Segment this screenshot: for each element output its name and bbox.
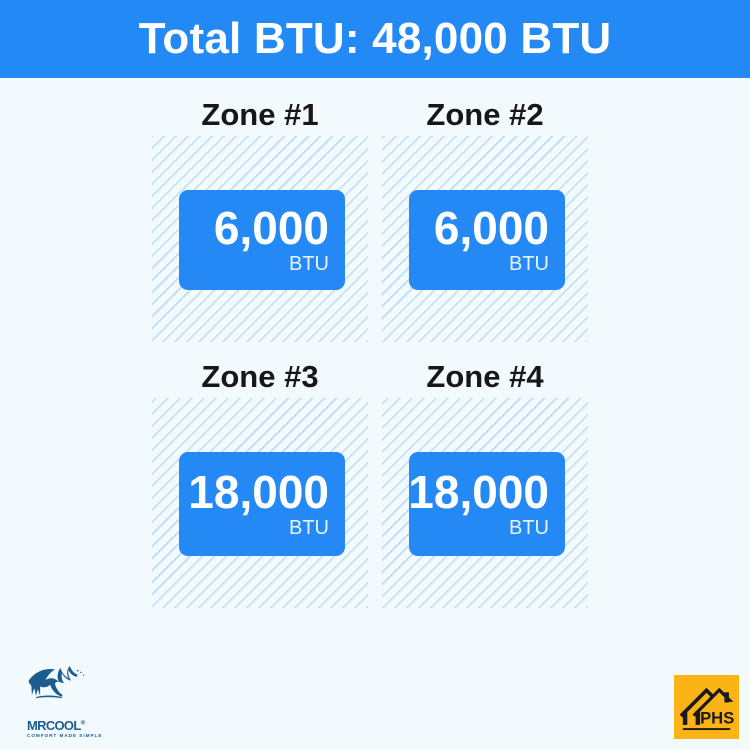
svg-text:PHS: PHS	[700, 709, 734, 728]
